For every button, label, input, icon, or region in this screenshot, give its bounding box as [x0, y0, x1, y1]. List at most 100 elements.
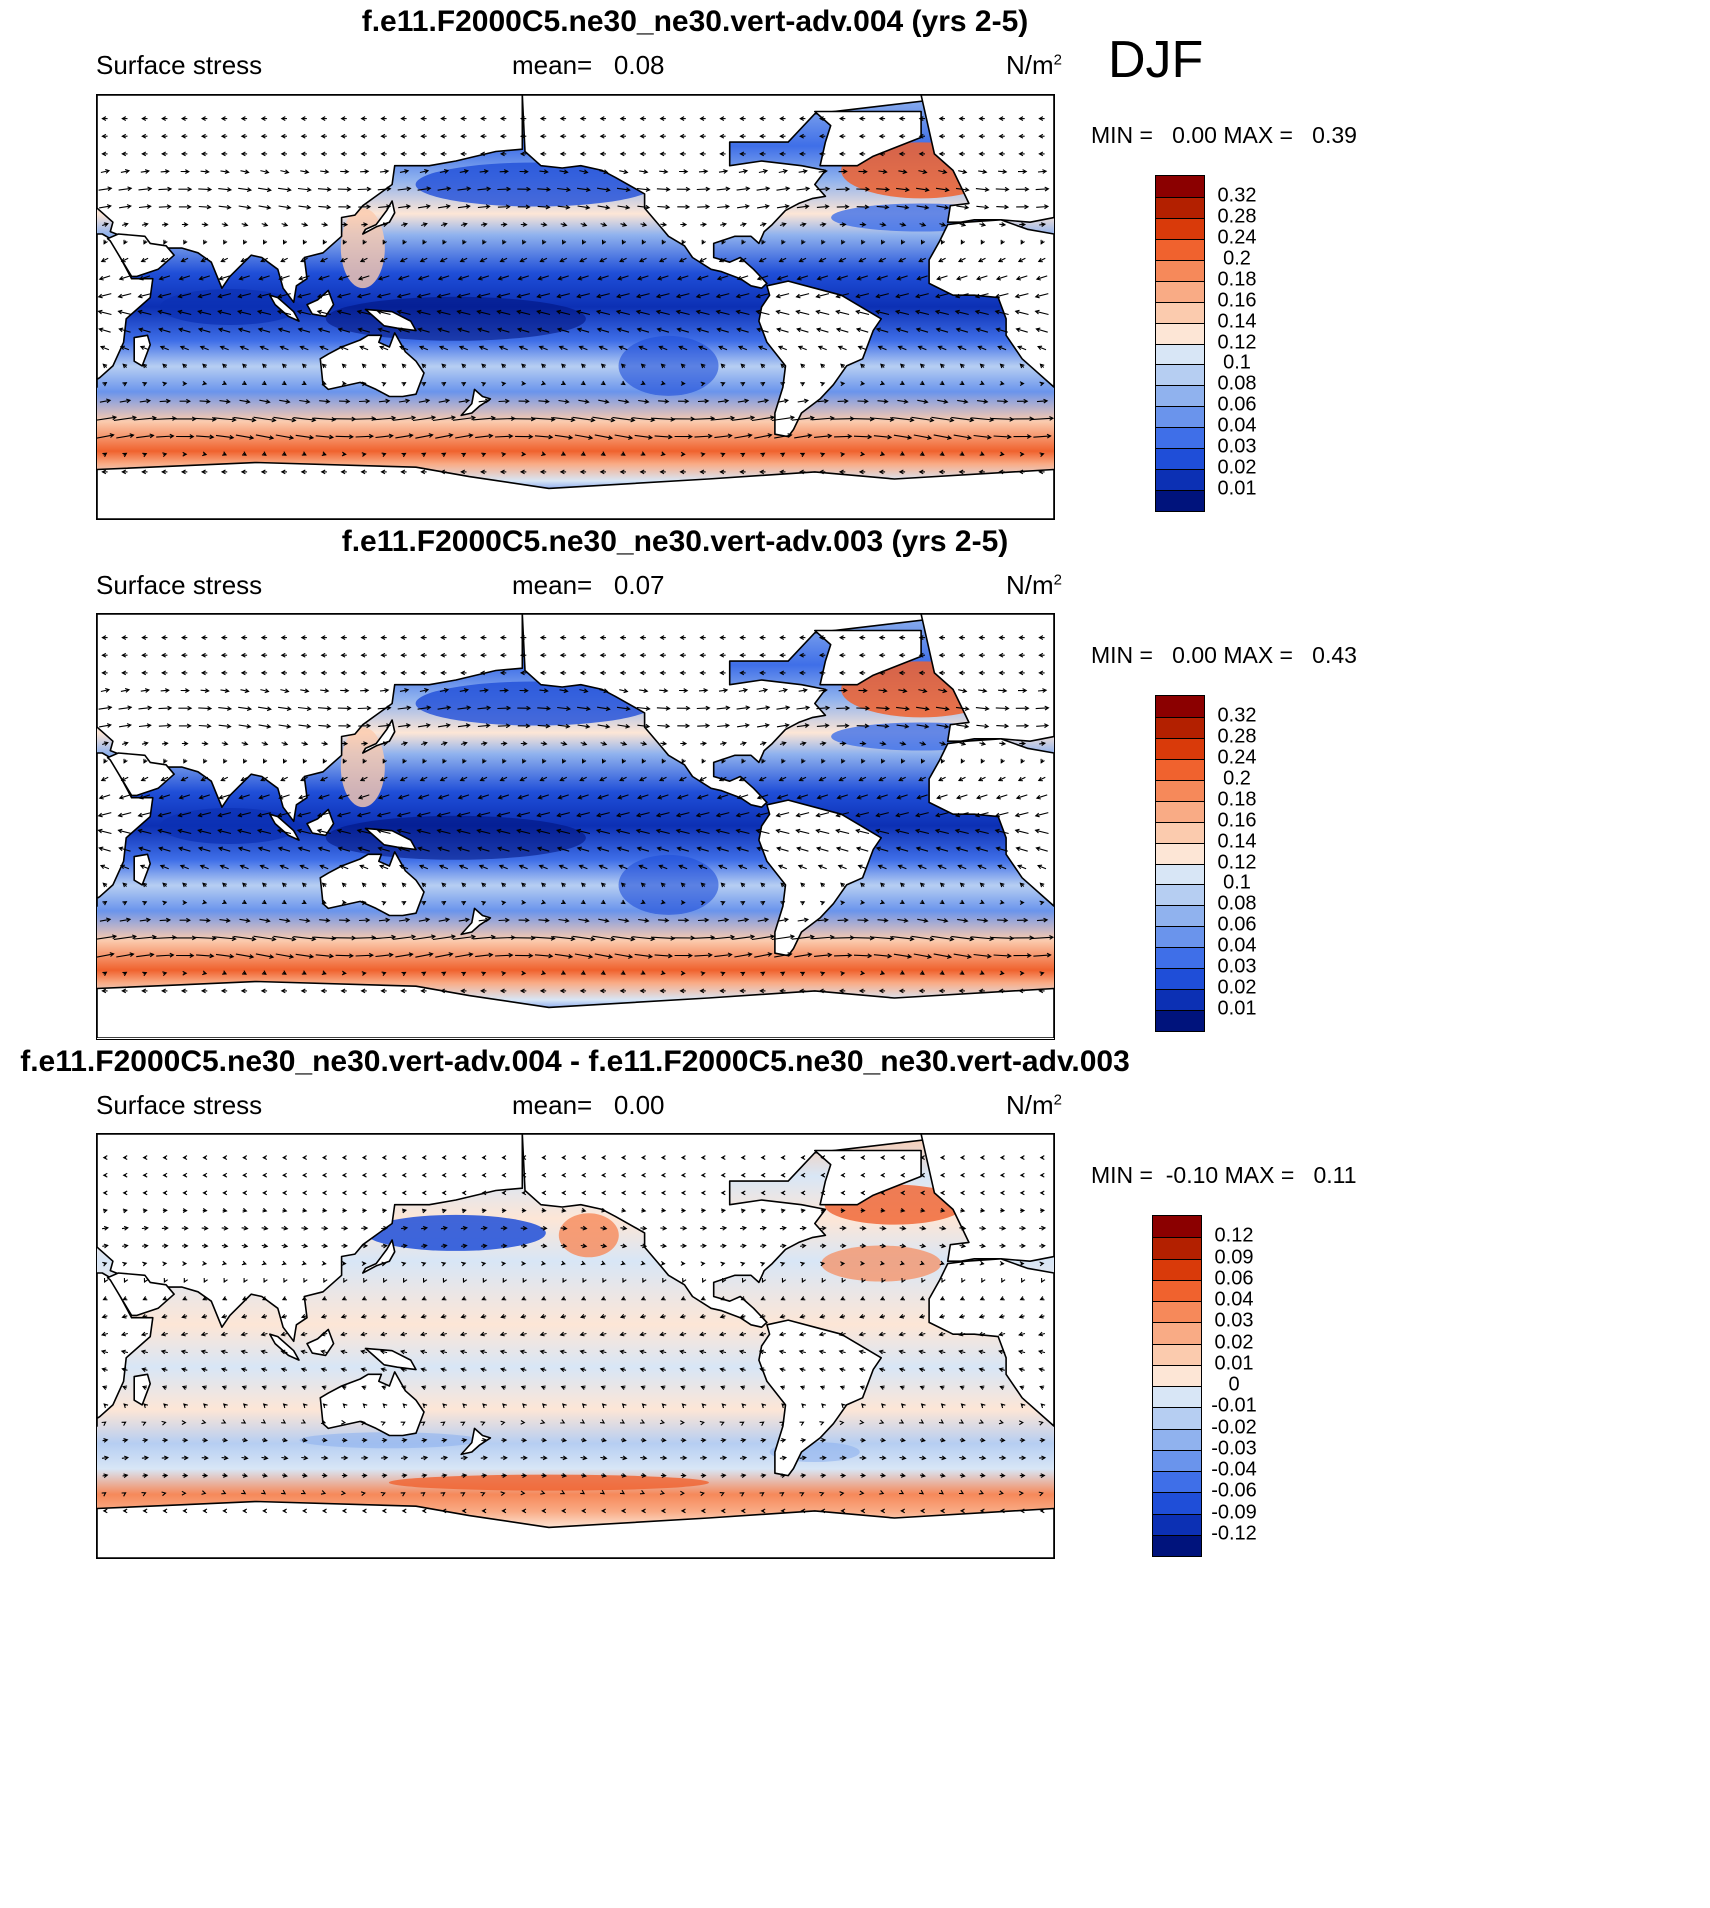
wind-vector-head [639, 151, 645, 157]
wind-vector-head [303, 741, 309, 746]
wind-vector-head [658, 257, 665, 263]
wind-vector [718, 689, 728, 692]
wind-vector-head [880, 1190, 886, 1196]
wind-vector-head [662, 1225, 668, 1231]
wind-vector [736, 293, 750, 298]
wind-vector-head [662, 1243, 668, 1249]
wind-vector-head [260, 257, 266, 263]
wind-vector-head [539, 116, 545, 121]
wind-vector-head [817, 864, 823, 870]
wind-vector-head [881, 222, 887, 227]
wind-vector [158, 829, 172, 835]
wind-vector-head [102, 900, 108, 906]
land-mass [814, 110, 922, 167]
wind-vector-head [180, 776, 186, 782]
mean-label: mean= 0.00 [512, 1090, 665, 1121]
wind-vector-head [285, 399, 291, 404]
wind-vector-head [660, 899, 666, 905]
wind-vector [834, 435, 852, 438]
wind-vector-head [451, 934, 457, 940]
wind-vector-head [269, 954, 275, 959]
wind-vector [831, 937, 854, 939]
wind-vector-head [817, 345, 823, 351]
wind-vector [357, 812, 371, 817]
wind-vector-head [696, 794, 703, 800]
wind-vector-head [1003, 398, 1009, 404]
wind-vector-head [680, 900, 686, 905]
wind-vector [771, 416, 794, 422]
wind-vector-head [818, 670, 824, 676]
wind-vector [938, 689, 947, 693]
wind-vector-head [163, 239, 168, 245]
wind-vector-head [183, 239, 188, 245]
wind-vector-head [801, 1225, 807, 1231]
wind-vector-head [141, 151, 147, 157]
wind-vector [658, 400, 669, 403]
wind-vector [97, 434, 114, 439]
wind-vector-head [300, 133, 306, 139]
wind-vector-head [978, 133, 984, 139]
wind-vector-head [901, 741, 907, 746]
wind-vector [639, 257, 647, 262]
wind-vector-head [1039, 1155, 1045, 1160]
wind-vector-head [558, 864, 564, 870]
wind-vector-head [702, 1225, 708, 1231]
wind-vector-head [658, 776, 665, 782]
wind-vector-head [160, 776, 166, 782]
wind-vector-head [524, 398, 530, 404]
wind-vector-head [126, 917, 132, 923]
wind-vector-head [1021, 741, 1027, 746]
wind-vector-head [581, 1172, 587, 1178]
wind-vector [337, 829, 351, 835]
wind-vector-head [281, 363, 287, 369]
wind-vector-head [417, 327, 423, 333]
wind-vector [998, 170, 1007, 173]
wind-vector-head [326, 706, 332, 711]
wind-vector-head [602, 1277, 607, 1284]
wind-vector-head [166, 204, 172, 210]
wind-vector-head [858, 133, 864, 139]
wind-vector-head [840, 1172, 846, 1178]
wind-vector [317, 293, 331, 298]
wind-vector-head [319, 864, 325, 870]
wind-vector [797, 328, 809, 333]
wind-vector-head [516, 828, 522, 834]
wind-vector-head [421, 882, 427, 888]
wind-vector-head [776, 275, 782, 281]
wind-vector-head [642, 1277, 647, 1284]
wind-vector-head [979, 1260, 985, 1266]
wind-vector-head [780, 882, 786, 888]
wind-vector-head [918, 988, 924, 994]
wind-vector [895, 829, 910, 835]
wind-vector-head [941, 1277, 946, 1284]
wind-vector-head [526, 705, 532, 711]
wind-vector-head [1006, 953, 1012, 959]
wind-vector [594, 434, 613, 439]
wind-vector-head [201, 1260, 208, 1266]
wind-vector-head [864, 723, 870, 729]
wind-vector-head [183, 1278, 189, 1284]
wind-vector-head [321, 363, 327, 369]
wind-vector [976, 205, 989, 209]
wind-vector-head [681, 239, 686, 245]
wind-vector-head [226, 187, 233, 192]
land-mass [133, 1373, 151, 1406]
wind-vector-head [841, 222, 847, 227]
wind-vector-head [502, 1225, 508, 1231]
wind-vector-head [257, 293, 263, 299]
wind-vector-head [799, 635, 804, 640]
wind-vector-head [519, 670, 525, 676]
wind-vector-head [340, 116, 346, 121]
wind-vector-head [998, 116, 1004, 121]
wind-vector [417, 812, 431, 817]
wind-vector-head [961, 741, 967, 746]
wind-vector-head [779, 151, 785, 157]
wind-vector-head [242, 1207, 248, 1213]
wind-vector-head [197, 812, 203, 818]
min-label: MIN = [1091, 122, 1153, 148]
wind-vector [699, 776, 707, 781]
wind-vector [417, 829, 431, 835]
wind-vector-head [477, 846, 483, 852]
wind-vector-head [699, 133, 705, 139]
wind-vector-head [457, 846, 463, 852]
